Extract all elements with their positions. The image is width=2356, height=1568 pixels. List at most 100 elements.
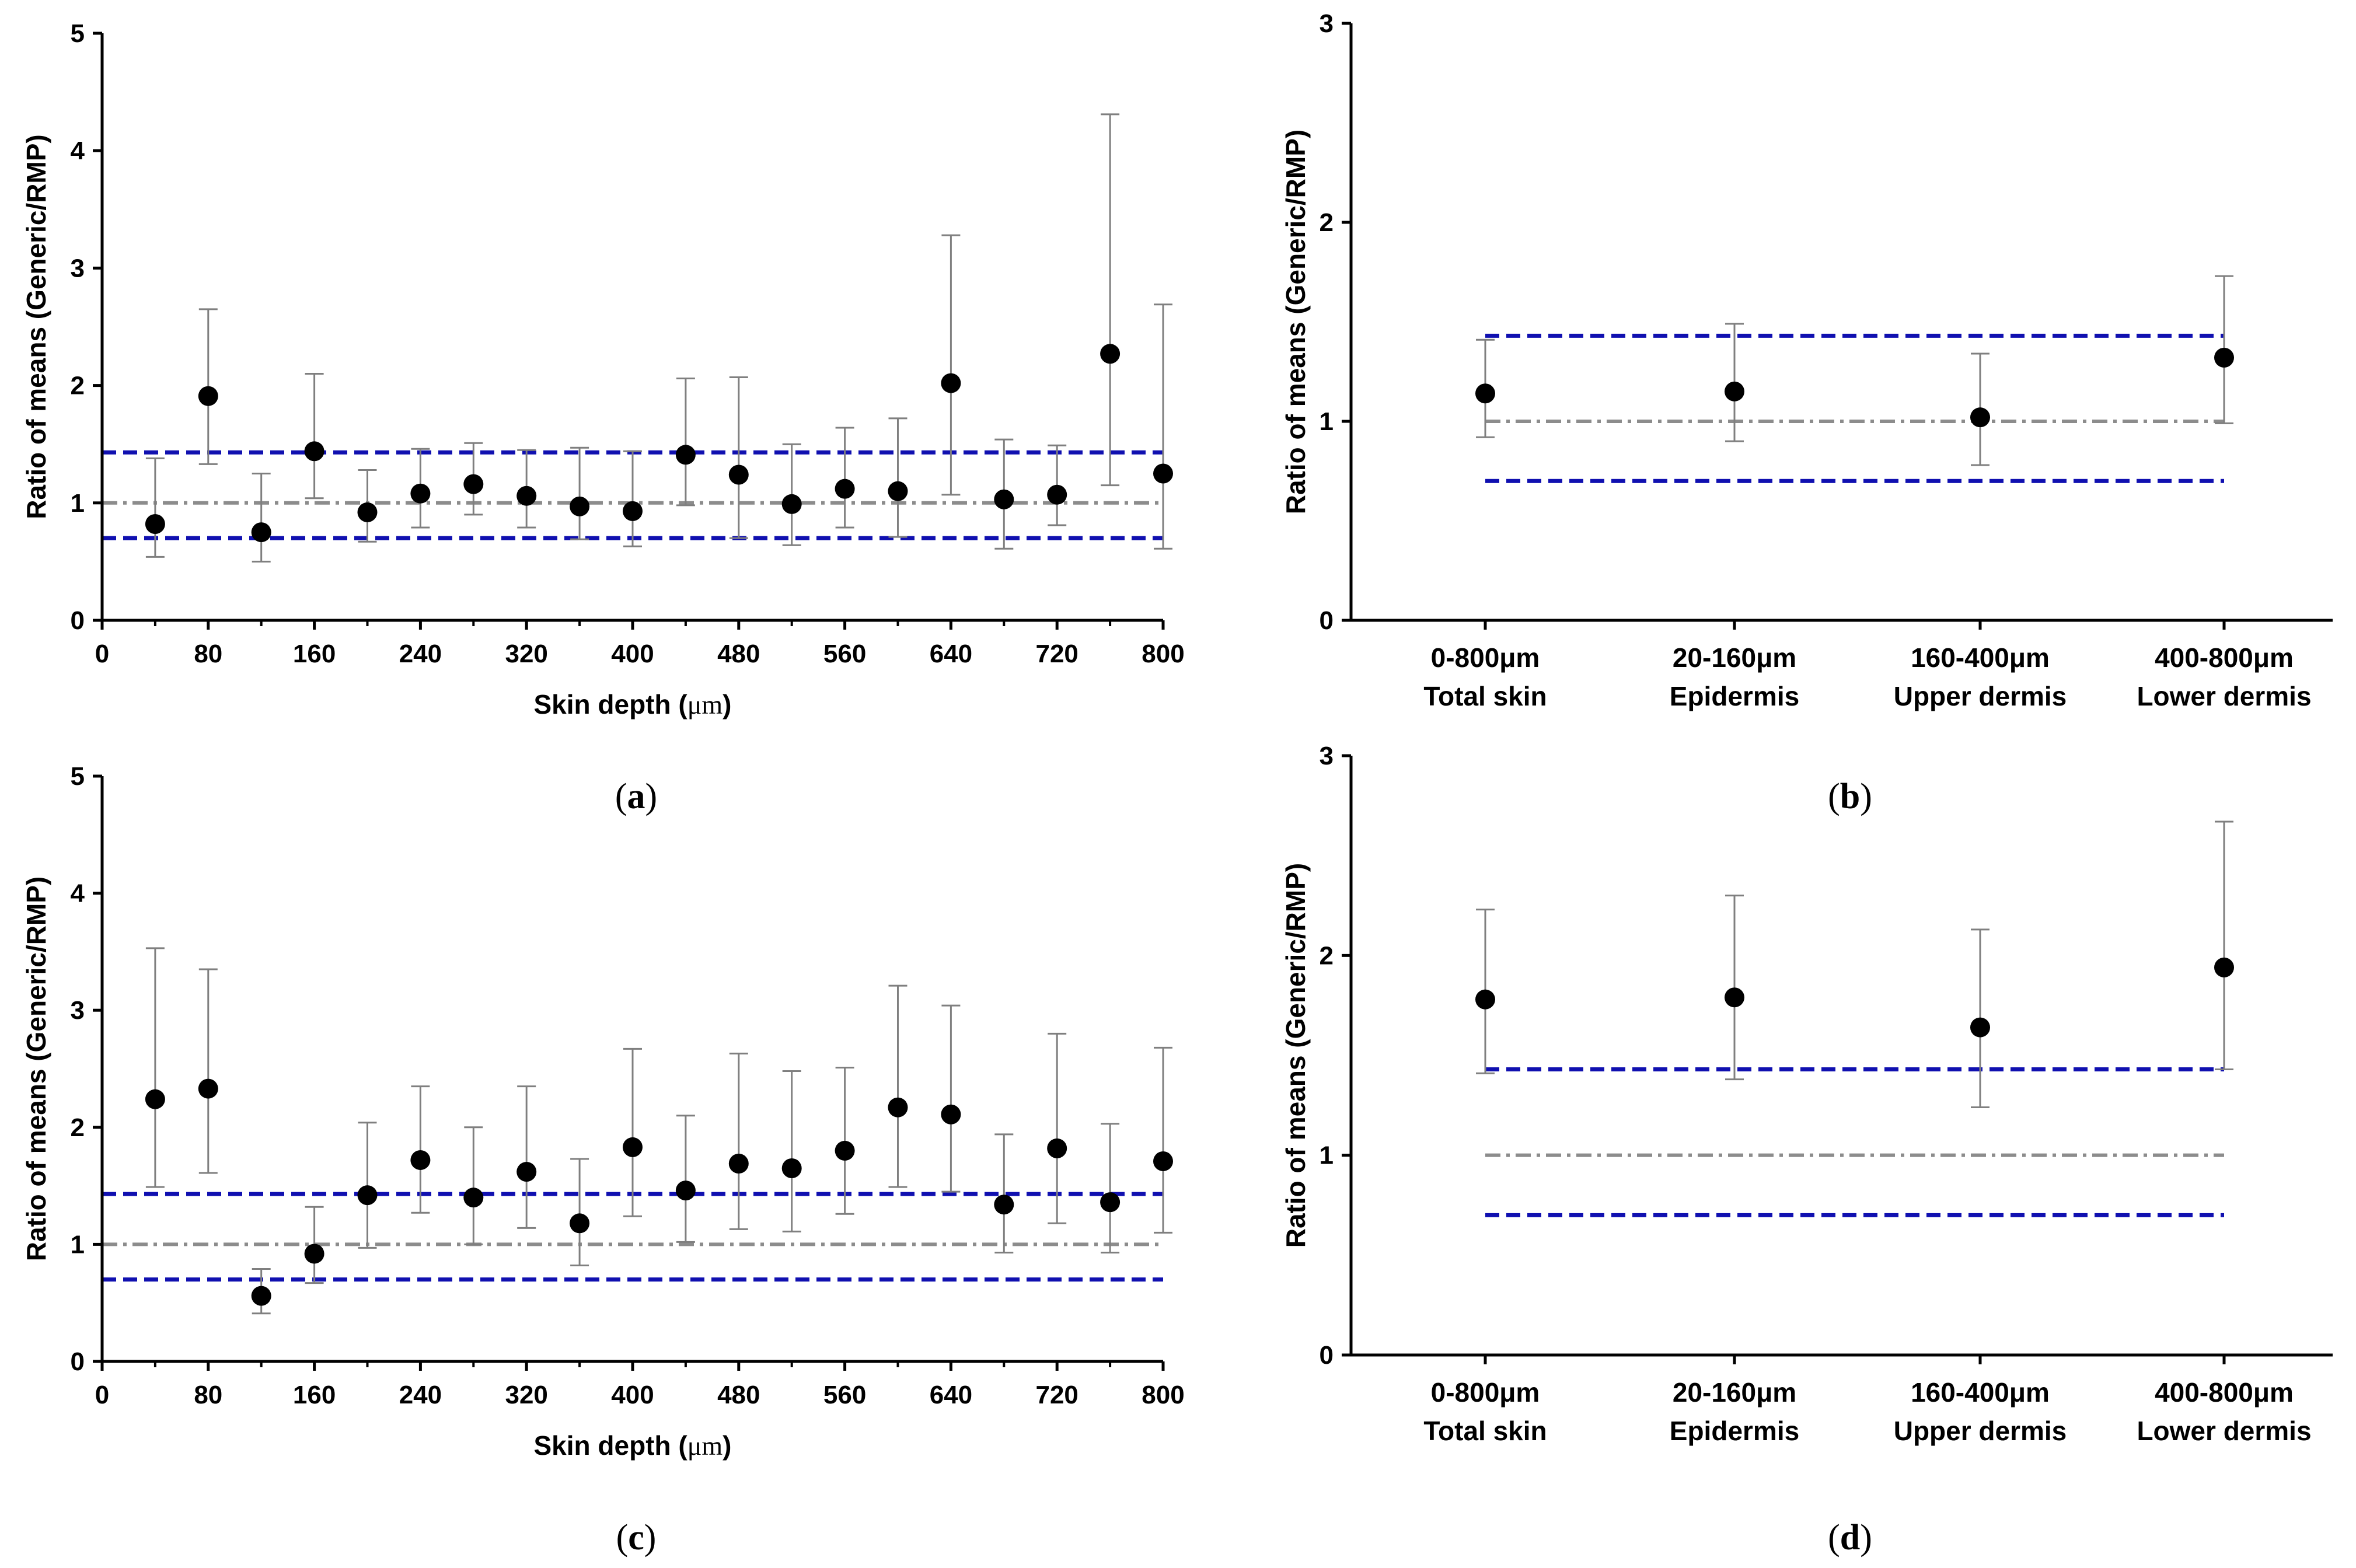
y-tick-label-d-0: 0 xyxy=(1320,1341,1334,1370)
y-axis-label-c: Ratio of means (Generic/RMP) xyxy=(21,876,51,1261)
data-point-a-4 xyxy=(357,502,378,522)
category-region-d-2: Upper dermis xyxy=(1894,1416,2067,1446)
caption-open: ( xyxy=(1828,777,1840,816)
category-range-d-2: 160-400μm xyxy=(1911,1377,2050,1408)
x-tick-label-c-0: 0 xyxy=(95,1381,109,1409)
caption-a: (a) xyxy=(615,777,657,816)
data-point-a-3 xyxy=(304,441,324,462)
category-region-b-2: Upper dermis xyxy=(1894,681,2067,711)
y-tick-label-c-4: 4 xyxy=(71,879,85,908)
panel-d: 0 1 2 3 0-800μm Total skin 20-160μm Epidermis 16… xyxy=(1280,742,2333,1557)
caption-open: ( xyxy=(1828,1518,1840,1557)
x-tick-label-a-0: 0 xyxy=(95,640,109,668)
data-point-b-0 xyxy=(1475,383,1495,404)
x-tick-label-c-2: 160 xyxy=(293,1381,336,1409)
data-point-c-11 xyxy=(728,1153,749,1174)
x-axis-label-close: ) xyxy=(722,689,731,720)
category-range-b-0: 0-800μm xyxy=(1431,642,1540,673)
x-tick-label-c-9: 720 xyxy=(1035,1381,1078,1409)
data-point-c-3 xyxy=(304,1244,324,1264)
y-tick-label-a-1: 1 xyxy=(71,489,85,518)
caption-letter: d xyxy=(1840,1518,1860,1557)
data-point-c-14 xyxy=(888,1097,908,1117)
category-range-b-3: 400-800μm xyxy=(2155,642,2294,673)
category-region-d-1: Epidermis xyxy=(1670,1416,1799,1446)
category-range-b-2: 160-400μm xyxy=(1911,642,2050,673)
data-point-c-12 xyxy=(781,1158,802,1179)
x-tick-label-c-6: 480 xyxy=(717,1381,760,1409)
y-tick-label-c-0: 0 xyxy=(71,1347,85,1376)
y-tick-label-a-2: 2 xyxy=(71,372,85,400)
data-point-c-19 xyxy=(1153,1151,1173,1171)
data-point-a-5 xyxy=(410,483,431,504)
x-tick-label-a-8: 640 xyxy=(930,640,972,668)
category-region-b-3: Lower dermis xyxy=(2137,681,2311,711)
caption-letter: b xyxy=(1840,777,1860,816)
data-point-c-2 xyxy=(251,1286,271,1306)
y-axis-label-a: Ratio of means (Generic/RMP) xyxy=(21,134,51,519)
y-tick-label-c-2: 2 xyxy=(71,1113,85,1142)
caption-close: ) xyxy=(645,777,658,816)
data-point-b-1 xyxy=(1725,381,1744,401)
caption-open: ( xyxy=(615,777,627,816)
x-axis-label-text: Skin depth ( xyxy=(533,1430,687,1461)
data-point-a-8 xyxy=(570,496,590,516)
caption-letter: c xyxy=(628,1518,644,1557)
x-axis-label-c: Skin depth (μm) xyxy=(533,1430,731,1461)
category-region-b-1: Epidermis xyxy=(1670,681,1799,711)
data-point-a-13 xyxy=(835,479,855,499)
data-point-a-11 xyxy=(728,465,749,485)
y-tick-label-d-3: 3 xyxy=(1320,742,1334,770)
y-tick-label-d-1: 1 xyxy=(1320,1141,1334,1170)
x-tick-label-a-3: 240 xyxy=(399,640,442,668)
x-tick-label-a-9: 720 xyxy=(1035,640,1078,668)
caption-close: ) xyxy=(1860,777,1872,816)
category-range-d-1: 20-160μm xyxy=(1673,1377,1796,1408)
y-axis-label-d: Ratio of means (Generic/RMP) xyxy=(1280,863,1311,1248)
panel-c: 0 1 2 3 4 5 0 80 160 240 320 400 480 560 640 720 800 Skin… xyxy=(21,762,1185,1557)
x-axis-label-text: Skin depth ( xyxy=(533,689,687,720)
caption-c: (c) xyxy=(616,1518,657,1557)
y-tick-label-c-3: 3 xyxy=(71,996,85,1025)
data-point-c-16 xyxy=(994,1195,1014,1215)
data-point-d-2 xyxy=(1970,1017,1990,1038)
x-tick-label-c-5: 400 xyxy=(611,1381,654,1409)
y-tick-label-c-1: 1 xyxy=(71,1230,85,1259)
panel-a: 0 1 2 3 4 5 0 80 160 240 320 400 480 560 640 720 800 Skin… xyxy=(21,19,1185,816)
data-point-c-9 xyxy=(623,1137,643,1157)
data-point-c-13 xyxy=(835,1140,855,1161)
data-point-c-7 xyxy=(516,1162,537,1182)
category-range-d-0: 0-800μm xyxy=(1431,1377,1540,1408)
y-axis-label-b: Ratio of means (Generic/RMP) xyxy=(1280,130,1311,514)
data-point-b-3 xyxy=(2214,347,2234,368)
data-point-a-19 xyxy=(1153,463,1173,484)
data-point-c-18 xyxy=(1100,1192,1121,1213)
data-point-a-9 xyxy=(623,501,643,521)
y-tick-label-b-2: 2 xyxy=(1320,208,1334,237)
x-tick-label-c-7: 560 xyxy=(823,1381,866,1409)
data-point-c-4 xyxy=(357,1185,378,1206)
category-range-b-1: 20-160μm xyxy=(1673,642,1796,673)
data-point-a-6 xyxy=(463,474,484,494)
data-point-c-0 xyxy=(145,1089,165,1109)
x-axis-label-unit: μm xyxy=(687,1431,723,1461)
data-point-d-0 xyxy=(1475,989,1495,1010)
y-tick-label-a-5: 5 xyxy=(71,19,85,48)
category-range-d-3: 400-800μm xyxy=(2155,1377,2294,1408)
data-point-a-2 xyxy=(251,522,271,543)
x-tick-label-a-6: 480 xyxy=(717,640,760,668)
caption-letter: a xyxy=(627,777,645,816)
x-tick-label-c-3: 240 xyxy=(399,1381,442,1409)
caption-close: ) xyxy=(644,1518,657,1557)
caption-open: ( xyxy=(616,1518,629,1557)
x-tick-label-a-4: 320 xyxy=(505,640,547,668)
category-region-d-0: Total skin xyxy=(1423,1416,1547,1446)
x-axis-label-a: Skin depth (μm) xyxy=(533,689,731,720)
data-point-c-10 xyxy=(675,1181,696,1201)
caption-d: (d) xyxy=(1828,1518,1872,1557)
data-point-d-3 xyxy=(2214,957,2234,977)
data-point-a-10 xyxy=(675,445,696,465)
y-tick-label-a-3: 3 xyxy=(71,254,85,282)
x-tick-label-c-10: 800 xyxy=(1142,1381,1184,1409)
data-point-a-18 xyxy=(1100,344,1121,364)
